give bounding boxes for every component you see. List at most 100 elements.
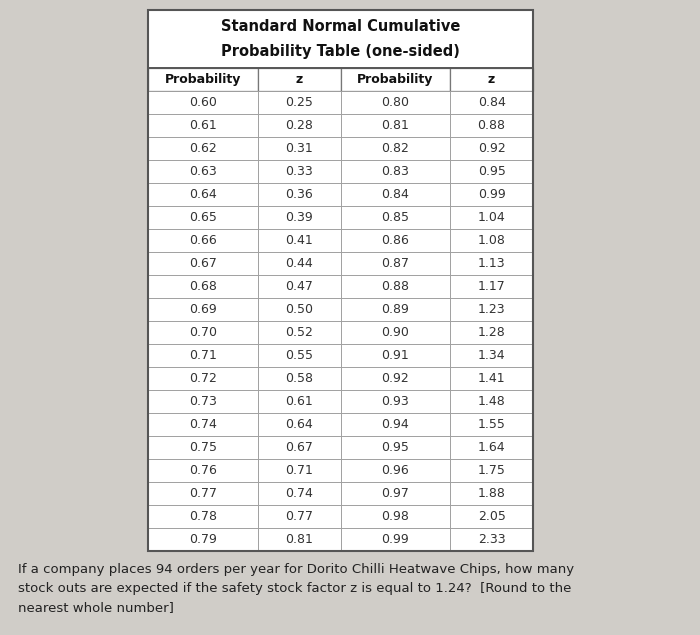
Bar <box>148 68 258 91</box>
Bar <box>258 252 340 275</box>
Bar <box>148 482 258 505</box>
Bar <box>340 321 450 344</box>
Bar <box>340 206 450 229</box>
Text: 0.71: 0.71 <box>285 464 313 477</box>
Text: 0.64: 0.64 <box>285 418 313 431</box>
Text: 0.89: 0.89 <box>382 303 409 316</box>
Bar <box>148 344 258 367</box>
Text: 0.93: 0.93 <box>382 395 409 408</box>
Text: 0.44: 0.44 <box>285 257 313 270</box>
Bar <box>340 252 450 275</box>
Bar <box>450 160 533 183</box>
Bar <box>340 344 450 367</box>
Text: 0.74: 0.74 <box>285 487 313 500</box>
Bar <box>258 229 340 252</box>
Text: 0.84: 0.84 <box>382 188 409 201</box>
Bar <box>258 183 340 206</box>
Text: 0.72: 0.72 <box>189 372 217 385</box>
Bar <box>450 482 533 505</box>
Bar <box>258 275 340 298</box>
Text: 0.94: 0.94 <box>382 418 409 431</box>
Text: 0.28: 0.28 <box>285 119 313 132</box>
Text: 0.67: 0.67 <box>189 257 217 270</box>
Bar <box>450 206 533 229</box>
Text: 0.99: 0.99 <box>477 188 505 201</box>
Text: 0.78: 0.78 <box>189 510 217 523</box>
Bar <box>258 459 340 482</box>
Bar <box>340 160 450 183</box>
Text: 0.58: 0.58 <box>285 372 313 385</box>
Text: 0.61: 0.61 <box>285 395 313 408</box>
Bar <box>450 459 533 482</box>
Bar <box>340 390 450 413</box>
Text: 0.73: 0.73 <box>189 395 217 408</box>
Text: 1.55: 1.55 <box>477 418 505 431</box>
Text: 0.95: 0.95 <box>477 165 505 178</box>
Bar <box>148 321 258 344</box>
Text: 1.23: 1.23 <box>478 303 505 316</box>
Bar <box>258 505 340 528</box>
Text: 0.98: 0.98 <box>382 510 409 523</box>
Text: 0.84: 0.84 <box>477 96 505 109</box>
Text: Standard Normal Cumulative: Standard Normal Cumulative <box>220 19 460 34</box>
Text: 0.63: 0.63 <box>189 165 217 178</box>
Bar <box>450 367 533 390</box>
Text: 0.79: 0.79 <box>189 533 217 546</box>
Text: 0.82: 0.82 <box>382 142 409 155</box>
Text: 0.69: 0.69 <box>189 303 217 316</box>
Text: 0.39: 0.39 <box>285 211 313 224</box>
Bar <box>450 528 533 551</box>
Bar <box>258 390 340 413</box>
Bar <box>148 298 258 321</box>
Bar <box>340 367 450 390</box>
Bar <box>450 252 533 275</box>
Bar <box>340 413 450 436</box>
Bar <box>450 298 533 321</box>
Text: 0.90: 0.90 <box>382 326 409 339</box>
Text: 0.86: 0.86 <box>382 234 409 247</box>
Text: 0.55: 0.55 <box>285 349 313 362</box>
Bar <box>258 68 340 91</box>
Text: 1.41: 1.41 <box>478 372 505 385</box>
Text: 0.81: 0.81 <box>285 533 313 546</box>
Bar <box>340 229 450 252</box>
Bar <box>340 183 450 206</box>
Bar <box>148 367 258 390</box>
Bar <box>340 298 450 321</box>
Text: nearest whole number]: nearest whole number] <box>18 601 174 614</box>
Bar <box>340 114 450 137</box>
Bar <box>258 91 340 114</box>
Bar <box>450 344 533 367</box>
Text: z: z <box>295 73 302 86</box>
Text: 0.50: 0.50 <box>285 303 313 316</box>
Bar <box>148 10 533 68</box>
Bar <box>450 183 533 206</box>
Text: 0.64: 0.64 <box>189 188 217 201</box>
Bar <box>148 528 258 551</box>
Bar <box>148 160 258 183</box>
Bar <box>258 206 340 229</box>
Text: 1.13: 1.13 <box>478 257 505 270</box>
Text: 0.80: 0.80 <box>382 96 409 109</box>
Bar <box>148 114 258 137</box>
Text: 0.75: 0.75 <box>189 441 217 454</box>
Bar <box>450 436 533 459</box>
Bar <box>450 114 533 137</box>
Bar <box>258 137 340 160</box>
Bar <box>148 390 258 413</box>
Text: 0.88: 0.88 <box>477 119 505 132</box>
Bar <box>258 482 340 505</box>
Text: z: z <box>488 73 495 86</box>
Text: 0.33: 0.33 <box>285 165 313 178</box>
Text: 0.25: 0.25 <box>285 96 313 109</box>
Text: 0.92: 0.92 <box>477 142 505 155</box>
Bar <box>148 183 258 206</box>
Bar <box>258 160 340 183</box>
Bar <box>148 275 258 298</box>
Text: 0.61: 0.61 <box>189 119 217 132</box>
Text: 1.17: 1.17 <box>477 280 505 293</box>
Text: 0.36: 0.36 <box>285 188 313 201</box>
Text: 1.08: 1.08 <box>477 234 505 247</box>
Bar <box>450 68 533 91</box>
Text: Probability: Probability <box>357 73 433 86</box>
